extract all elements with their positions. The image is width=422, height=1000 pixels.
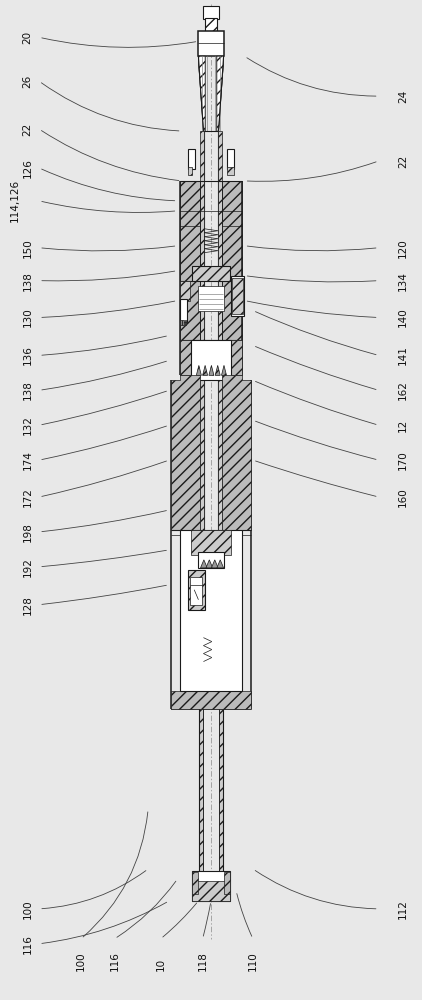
- Bar: [184, 320, 186, 325]
- Polygon shape: [206, 560, 213, 568]
- Bar: [179, 281, 190, 301]
- Text: 192: 192: [22, 557, 32, 577]
- Bar: [227, 149, 234, 169]
- Text: 20: 20: [22, 31, 32, 44]
- Text: 22: 22: [22, 122, 32, 136]
- Text: 126: 126: [22, 158, 32, 178]
- Polygon shape: [200, 131, 204, 660]
- Polygon shape: [217, 56, 224, 131]
- Bar: [205, 18, 217, 31]
- Text: 114,126: 114,126: [10, 179, 20, 222]
- Text: 141: 141: [398, 345, 408, 365]
- Polygon shape: [215, 365, 220, 375]
- Text: 160: 160: [398, 487, 408, 507]
- Text: 100: 100: [76, 951, 86, 971]
- Bar: [192, 872, 198, 894]
- Bar: [198, 31, 224, 56]
- Text: 134: 134: [398, 271, 408, 291]
- Text: 112: 112: [398, 899, 408, 919]
- Text: 120: 120: [398, 238, 408, 258]
- Text: 24: 24: [398, 90, 408, 103]
- Bar: [191, 340, 231, 380]
- Bar: [203, 6, 219, 19]
- Bar: [190, 577, 202, 605]
- Polygon shape: [219, 709, 223, 871]
- Polygon shape: [222, 375, 251, 530]
- Text: 140: 140: [398, 308, 408, 327]
- Polygon shape: [217, 560, 224, 568]
- Polygon shape: [171, 375, 200, 530]
- Polygon shape: [209, 365, 214, 375]
- Text: 136: 136: [22, 345, 32, 365]
- Bar: [182, 320, 184, 325]
- Text: 138: 138: [22, 271, 32, 291]
- Bar: [179, 530, 243, 691]
- Bar: [224, 872, 230, 894]
- Polygon shape: [222, 365, 227, 375]
- Bar: [188, 570, 205, 610]
- Text: 130: 130: [22, 308, 32, 327]
- Bar: [192, 871, 230, 901]
- Text: 10: 10: [156, 958, 166, 971]
- Text: 132: 132: [22, 415, 32, 435]
- Text: 26: 26: [22, 75, 32, 88]
- Text: 116: 116: [110, 951, 119, 971]
- Polygon shape: [196, 365, 201, 375]
- Text: 170: 170: [398, 450, 408, 470]
- Text: 22: 22: [398, 154, 408, 168]
- Bar: [171, 691, 251, 709]
- Text: 150: 150: [22, 238, 32, 258]
- Text: 174: 174: [22, 450, 32, 470]
- Text: 138: 138: [22, 380, 32, 400]
- Bar: [232, 278, 243, 314]
- Polygon shape: [179, 181, 200, 375]
- Text: 172: 172: [22, 487, 32, 507]
- Bar: [231, 276, 243, 316]
- Bar: [191, 530, 231, 555]
- Polygon shape: [211, 560, 218, 568]
- Text: 110: 110: [248, 951, 258, 971]
- Polygon shape: [199, 709, 203, 871]
- Text: 12: 12: [398, 419, 408, 432]
- Bar: [188, 167, 192, 175]
- Text: 118: 118: [197, 951, 208, 971]
- Text: 162: 162: [398, 380, 408, 400]
- Polygon shape: [179, 340, 191, 375]
- Text: 100: 100: [22, 899, 32, 919]
- Bar: [227, 167, 234, 175]
- Bar: [188, 149, 195, 169]
- Polygon shape: [218, 131, 222, 660]
- Bar: [180, 320, 182, 325]
- Bar: [179, 299, 187, 322]
- Polygon shape: [198, 56, 205, 131]
- Polygon shape: [198, 56, 205, 131]
- Polygon shape: [231, 340, 243, 375]
- Bar: [192, 881, 230, 901]
- Bar: [198, 286, 224, 311]
- Polygon shape: [217, 56, 224, 131]
- Polygon shape: [200, 560, 207, 568]
- Polygon shape: [203, 365, 208, 375]
- Polygon shape: [222, 181, 243, 375]
- Text: 116: 116: [22, 934, 32, 954]
- Text: 128: 128: [22, 595, 32, 615]
- Bar: [192, 266, 230, 281]
- Text: 198: 198: [22, 522, 32, 542]
- Bar: [198, 552, 224, 568]
